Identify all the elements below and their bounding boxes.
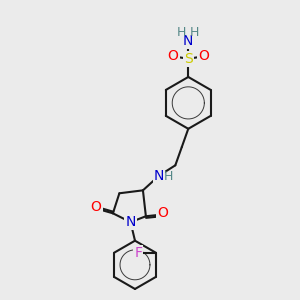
Text: N: N [154, 169, 164, 183]
Text: H: H [190, 26, 200, 39]
Text: O: O [91, 200, 102, 214]
Text: N: N [183, 34, 194, 48]
Text: N: N [125, 215, 136, 229]
Text: S: S [184, 52, 193, 66]
Text: F: F [134, 246, 142, 260]
Text: H: H [164, 170, 173, 183]
Text: H: H [177, 26, 187, 39]
Text: O: O [157, 206, 168, 220]
Text: O: O [198, 50, 209, 63]
Text: O: O [167, 50, 178, 63]
